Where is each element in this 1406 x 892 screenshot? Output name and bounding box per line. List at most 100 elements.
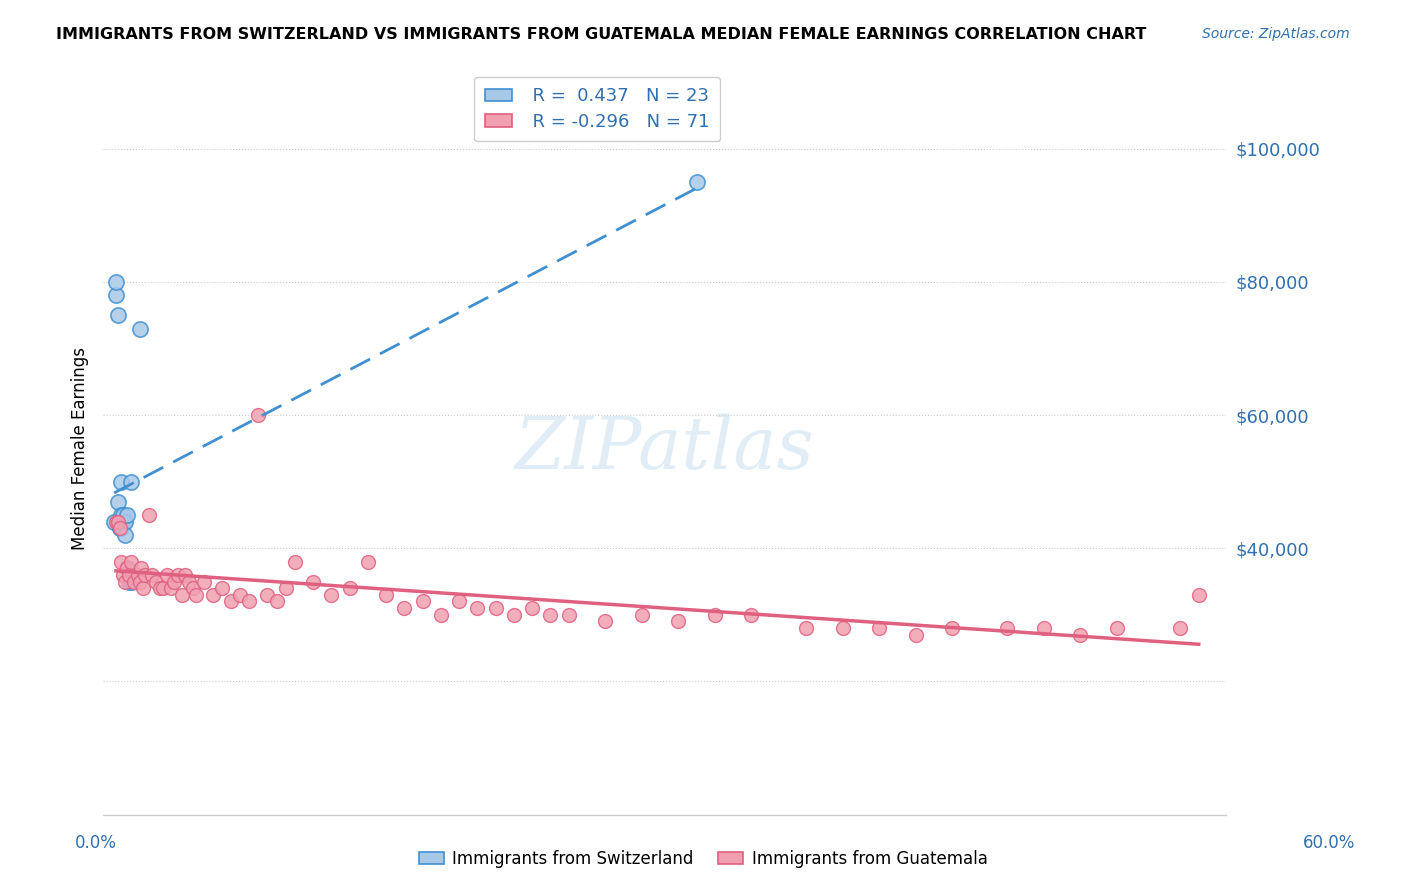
Point [302, 574, 325, 589]
Point [193, 574, 215, 589]
Point [831, 621, 853, 635]
Point [284, 555, 307, 569]
Point [430, 607, 453, 622]
Point [321, 588, 343, 602]
Point [630, 607, 652, 622]
Point [685, 175, 707, 189]
Text: Source: ZipAtlas.com: Source: ZipAtlas.com [1202, 27, 1350, 41]
Point [121, 574, 143, 589]
Point [211, 581, 233, 595]
Legend:   R =  0.437   N = 23,   R = -0.296   N = 71: R = 0.437 N = 23, R = -0.296 N = 71 [474, 77, 720, 142]
Text: ZIPatlas: ZIPatlas [515, 413, 814, 483]
Text: 60.0%: 60.0% [1302, 834, 1355, 852]
Point [138, 508, 160, 522]
Point [104, 288, 127, 302]
Point [110, 508, 132, 522]
Point [522, 601, 544, 615]
Point [666, 615, 689, 629]
Point [108, 521, 131, 535]
Point [132, 581, 155, 595]
Point [170, 588, 193, 602]
Point [558, 607, 581, 622]
Point [467, 601, 489, 615]
Point [1032, 621, 1054, 635]
Point [104, 515, 127, 529]
Point [1069, 628, 1091, 642]
Point [540, 607, 562, 622]
Point [115, 561, 138, 575]
Point [120, 475, 142, 489]
Point [112, 567, 135, 582]
Point [256, 588, 278, 602]
Point [485, 601, 508, 615]
Point [131, 561, 153, 575]
Point [186, 588, 208, 602]
Point [904, 628, 927, 642]
Point [167, 567, 190, 582]
Point [112, 508, 135, 522]
Point [107, 515, 129, 529]
Point [995, 621, 1018, 635]
Point [122, 574, 145, 589]
Point [107, 494, 129, 508]
Y-axis label: Median Female Earnings: Median Female Earnings [72, 347, 89, 549]
Point [229, 588, 252, 602]
Point [412, 594, 434, 608]
Point [110, 521, 132, 535]
Point [503, 607, 526, 622]
Point [114, 574, 136, 589]
Point [108, 521, 131, 535]
Point [115, 561, 138, 575]
Point [107, 308, 129, 322]
Point [247, 408, 270, 422]
Point [238, 594, 260, 608]
Point [266, 594, 288, 608]
Point [127, 567, 149, 582]
Point [201, 588, 224, 602]
Point [357, 555, 380, 569]
Point [115, 508, 138, 522]
Text: 0.0%: 0.0% [75, 834, 117, 852]
Point [141, 567, 163, 582]
Point [112, 515, 135, 529]
Point [134, 567, 156, 582]
Point [177, 574, 200, 589]
Text: IMMIGRANTS FROM SWITZERLAND VS IMMIGRANTS FROM GUATEMALA MEDIAN FEMALE EARNINGS : IMMIGRANTS FROM SWITZERLAND VS IMMIGRANT… [56, 27, 1147, 42]
Point [128, 574, 150, 589]
Point [149, 581, 172, 595]
Point [120, 555, 142, 569]
Point [118, 574, 141, 589]
Point [868, 621, 890, 635]
Point [152, 581, 174, 595]
Point [593, 615, 616, 629]
Point [174, 567, 197, 582]
Point [1188, 588, 1211, 602]
Point [394, 601, 416, 615]
Point [794, 621, 817, 635]
Point [114, 528, 136, 542]
Point [375, 588, 398, 602]
Point [122, 567, 145, 582]
Point [107, 515, 129, 529]
Point [118, 567, 141, 582]
Point [114, 515, 136, 529]
Legend: Immigrants from Switzerland, Immigrants from Guatemala: Immigrants from Switzerland, Immigrants … [412, 844, 994, 875]
Point [103, 515, 125, 529]
Point [108, 521, 131, 535]
Point [274, 581, 297, 595]
Point [145, 574, 167, 589]
Point [449, 594, 471, 608]
Point [219, 594, 242, 608]
Point [110, 555, 132, 569]
Point [941, 621, 963, 635]
Point [339, 581, 361, 595]
Point [740, 607, 762, 622]
Point [159, 581, 181, 595]
Point [163, 574, 186, 589]
Point [703, 607, 725, 622]
Point [1105, 621, 1128, 635]
Point [156, 567, 179, 582]
Point [181, 581, 204, 595]
Point [128, 321, 150, 335]
Point [110, 475, 132, 489]
